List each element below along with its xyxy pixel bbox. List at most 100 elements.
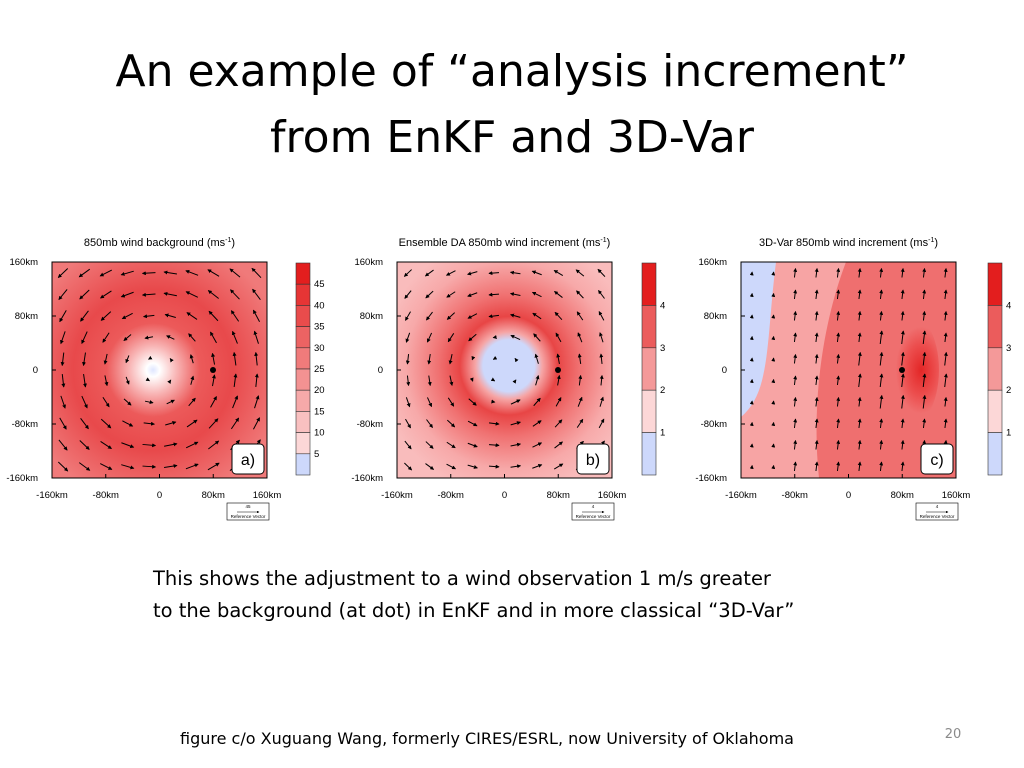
colorbar-label: 45 [314, 279, 325, 290]
panel-title: 3D-Var 850mb wind increment (ms-1) [759, 237, 938, 249]
wind-arrow [598, 418, 605, 429]
colorbar-box [295, 347, 311, 370]
wind-arrow [793, 418, 798, 429]
reference-box [571, 502, 615, 521]
wind-arrow [814, 267, 819, 278]
reference-label: Reference Vector [576, 514, 611, 519]
wind-arrow [879, 394, 884, 409]
colorbar-box [295, 305, 311, 327]
wind-arrow [532, 312, 542, 320]
wind-arrow [900, 310, 905, 321]
wind-arrow [814, 375, 819, 386]
wind-arrow [857, 418, 862, 429]
wind-arrow [207, 462, 220, 471]
wind-arrow [425, 463, 435, 470]
wind-arrow [147, 355, 153, 360]
wind-arrow [81, 331, 88, 345]
wind-arrow [82, 374, 87, 388]
colorbar-label: 1 [1006, 428, 1011, 439]
wind-arrow [125, 355, 130, 364]
colorbar-box [987, 305, 1003, 349]
panel-title: Ensemble DA 850mb wind increment (ms-1) [399, 237, 611, 249]
colorbar-label: 1 [660, 428, 665, 439]
panel-title-text: Ensemble DA 850mb wind increment (ms [399, 237, 601, 249]
wind-arrow [576, 311, 584, 321]
reference-value: 4 [936, 504, 939, 509]
wind-arrow [185, 463, 199, 470]
panel-title-text: 3D-Var 850mb wind increment (ms [759, 237, 929, 249]
wind-arrow [103, 353, 108, 365]
wind-arrow [186, 419, 198, 428]
wind-arrow [879, 289, 884, 300]
wind-arrow [121, 464, 135, 470]
wind-arrow [211, 352, 216, 365]
wind-arrow [533, 397, 541, 407]
wind-arrow [814, 439, 819, 450]
panel-label-box [920, 443, 954, 475]
x-tick-label: 0 [157, 490, 162, 501]
wind-arrow [406, 375, 411, 387]
wind-arrow [427, 375, 432, 387]
wind-arrow [943, 373, 948, 388]
x-tick-label: -160km [725, 490, 757, 501]
y-tick-label: -80km [357, 419, 383, 430]
wind-arrow [488, 421, 500, 426]
colorbar-box [641, 347, 657, 391]
colorbar-box [295, 432, 311, 455]
wind-arrow [467, 271, 478, 276]
wind-arrow [943, 310, 948, 321]
wind-arrow [879, 267, 884, 278]
y-tick-label: -80km [12, 419, 38, 430]
wind-arrow [254, 395, 260, 409]
wind-arrow [599, 374, 604, 386]
wind-arrow [210, 331, 217, 344]
colorbar-box [295, 389, 311, 412]
panel-title-end: ) [607, 237, 611, 249]
wind-arrow [185, 291, 199, 298]
reference-label: Reference Vector [920, 514, 955, 519]
reference-box [915, 502, 959, 521]
credit: figure c/o Xuguang Wang, formerly CIRES/… [180, 729, 794, 748]
wind-arrow [879, 330, 884, 345]
y-tick-label: 80km [15, 311, 38, 322]
wind-arrow [488, 292, 500, 297]
wind-arrow [447, 397, 455, 407]
panel-label-box [231, 443, 265, 475]
wind-arrow [78, 462, 91, 471]
wind-arrow [814, 332, 819, 343]
y-tick-label: -160km [6, 473, 38, 484]
wind-arrow [532, 464, 543, 469]
wind-arrow [922, 394, 927, 409]
wind-arrow [922, 418, 927, 429]
wind-arrow [426, 332, 433, 343]
wind-arrow [166, 399, 175, 405]
wind-arrow [426, 397, 433, 408]
wind-arrow [60, 352, 65, 367]
wind-arrow [793, 267, 798, 278]
wind-arrow [814, 310, 819, 321]
wind-arrow [104, 375, 109, 387]
wind-arrow [793, 375, 798, 386]
wind-arrow [922, 310, 927, 321]
observation-dot [555, 367, 561, 373]
wind-arrow [900, 373, 905, 388]
colorbar-box [295, 453, 311, 476]
wind-arrow [405, 353, 410, 365]
panel: 850mb wind background (ms-1) 160km 80km 0 -8… [6, 237, 325, 521]
panel-title-end: ) [934, 237, 938, 249]
slide-title: from EnKF and 3D-Var [270, 112, 755, 163]
wind-arrow [469, 377, 474, 382]
wind-arrow [556, 374, 561, 386]
wind-arrow [510, 313, 521, 318]
x-tick-label: 80km [547, 490, 570, 501]
colorbar-box [295, 368, 311, 391]
wind-arrow [836, 267, 841, 278]
wind-arrow [164, 464, 178, 468]
colorbar-label: 30 [314, 343, 325, 354]
wind-arrow [233, 373, 238, 388]
wind-arrow [510, 442, 522, 447]
colorbar-label: 25 [314, 364, 325, 375]
wind-arrow [166, 335, 175, 340]
wind-arrow [598, 289, 605, 299]
